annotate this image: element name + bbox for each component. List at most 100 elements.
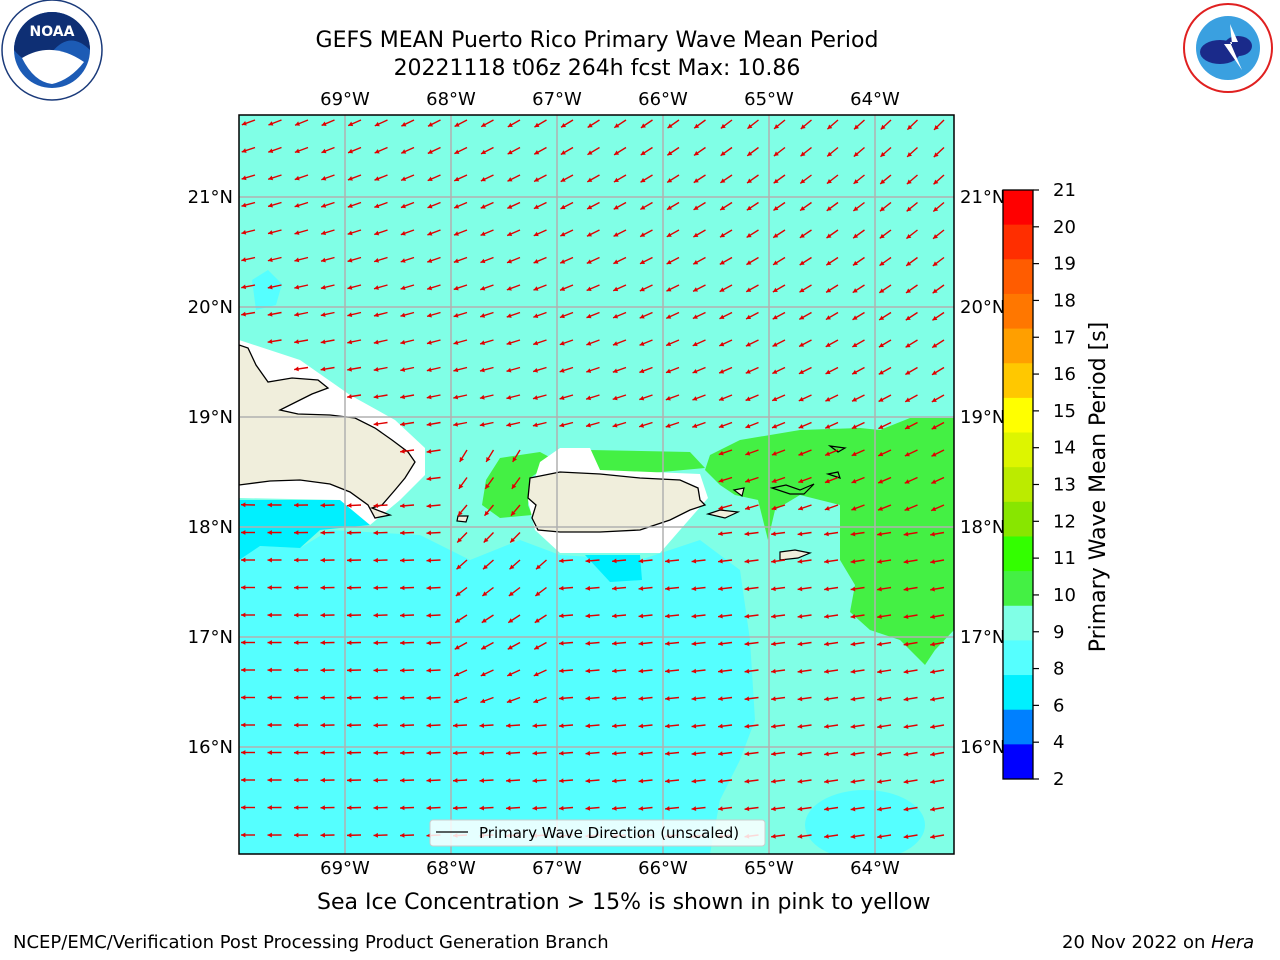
wave-arrow-head	[426, 367, 432, 373]
lon-label-top: 65°W	[744, 89, 794, 110]
wave-arrow-head	[638, 778, 644, 784]
wave-arrow-head	[800, 124, 806, 129]
colorbar-segment	[1003, 432, 1033, 468]
wave-arrow-head	[480, 285, 486, 291]
wave-arrow-head	[932, 288, 938, 294]
wave-arrow-head	[774, 124, 780, 129]
wave-arrow-head	[267, 284, 273, 290]
wave-arrow-head	[852, 288, 858, 293]
wave-arrow-head	[426, 394, 432, 400]
wave-arrow-head	[772, 396, 778, 402]
wave-arrow-head	[746, 314, 752, 320]
wave-arrow-head	[877, 696, 882, 702]
wave-arrow-head	[612, 368, 618, 373]
map-area	[239, 115, 954, 854]
wave-arrow-head	[241, 502, 246, 508]
wave-arrow-head	[506, 313, 512, 318]
lon-label-bottom: 69°W	[320, 858, 370, 879]
wave-arrow-head	[374, 258, 380, 263]
colorbar-tick-label: 10	[1053, 585, 1076, 606]
wave-arrow-head	[268, 121, 274, 126]
wave-arrow-head	[533, 231, 539, 237]
wave-arrow-head	[373, 832, 378, 838]
islet-north	[827, 445, 847, 453]
wave-arrow-head	[585, 805, 591, 811]
period-10-11-field-west	[482, 452, 555, 518]
wave-arrow-head	[320, 805, 325, 811]
wave-arrow-head	[347, 394, 352, 399]
wave-arrow-head	[719, 369, 725, 374]
wave-arrow-head	[320, 530, 325, 536]
wave-arrow-head	[426, 778, 432, 783]
wave-arrow-head	[400, 750, 405, 756]
wave-arrow-head	[718, 723, 723, 729]
chart-subtitle: 20221118 t06z 264h fcst Max: 10.86	[393, 56, 801, 81]
wave-arrow-head	[268, 175, 274, 181]
virgin-islands	[769, 483, 815, 495]
wave-arrow-head	[800, 178, 806, 184]
wave-arrow-head	[400, 339, 406, 345]
wave-arrow-head	[744, 723, 750, 729]
wave-arrow-head	[745, 478, 751, 483]
wave-arrow-head	[773, 178, 779, 184]
wave-arrow-head	[294, 530, 299, 536]
wave-arrow-head	[825, 424, 831, 429]
wave-arrow-head	[241, 832, 246, 838]
wave-arrow-head	[480, 258, 486, 264]
wave-arrow-head	[771, 558, 776, 564]
wave-arrow-head	[850, 531, 856, 537]
wave-arrow-head	[720, 178, 726, 183]
wave-arrow-head	[852, 315, 858, 320]
wave-arrow-head	[267, 750, 272, 755]
wave-arrow-head	[347, 777, 352, 783]
wave-arrow-head	[612, 558, 617, 564]
wave-arrow-head	[904, 506, 910, 511]
wave-arrow-head	[718, 450, 724, 456]
wave-arrow-head	[692, 314, 698, 319]
wave-arrow-head	[534, 645, 540, 650]
wave-arrow-head	[934, 125, 939, 130]
wave-arrow-head	[294, 230, 300, 235]
wave-arrow-head	[718, 478, 724, 483]
wave-arrow-head	[506, 395, 512, 400]
wave-arrow-head	[241, 284, 247, 290]
wave-arrow-head	[744, 641, 750, 647]
wave-arrow-head	[373, 777, 378, 783]
wave-arrow-head	[347, 366, 352, 372]
wave-arrow-head	[798, 424, 804, 429]
wave-arrow-head	[453, 421, 459, 427]
chart-title: GEFS MEAN Puerto Rico Primary Wave Mean …	[315, 28, 879, 53]
wave-arrow-head	[559, 368, 565, 373]
lat-label-left: 20°N	[188, 297, 233, 318]
wave-arrow-head	[877, 559, 882, 564]
wave-arrow-head	[771, 723, 776, 729]
wave-arrow-head	[321, 230, 326, 236]
wave-arrow-head	[507, 645, 513, 650]
wave-arrow-head	[400, 722, 405, 728]
wave-arrow-head	[694, 123, 700, 129]
wave-arrow-head	[481, 618, 487, 623]
wave-arrow-head	[241, 229, 247, 235]
wave-arrow-head	[347, 750, 352, 756]
wave-arrow-head	[481, 122, 487, 127]
wave-arrow-head	[666, 341, 672, 346]
colorbar-tick-label: 11	[1053, 548, 1076, 569]
wave-arrow-head	[347, 339, 353, 345]
wave-arrow-head	[691, 641, 697, 646]
wave-arrow-head	[878, 479, 884, 484]
wave-arrow-head	[482, 591, 488, 596]
wave-arrow-head	[771, 668, 776, 674]
wave-arrow-head	[744, 613, 750, 619]
wave-arrow-head	[612, 806, 617, 811]
wave-arrow-head	[401, 149, 407, 154]
wave-arrow-head	[400, 612, 405, 618]
wave-arrow-head	[480, 204, 486, 209]
wave-arrow-head	[906, 179, 912, 185]
wave-arrow-head	[426, 613, 432, 618]
wave-arrow-head	[426, 805, 432, 811]
wave-arrow-head	[613, 259, 619, 264]
wave-arrow-head	[746, 205, 752, 211]
wave-arrow-head	[718, 531, 723, 537]
wave-arrow-head	[267, 640, 272, 645]
wave-arrow-head	[877, 806, 882, 812]
